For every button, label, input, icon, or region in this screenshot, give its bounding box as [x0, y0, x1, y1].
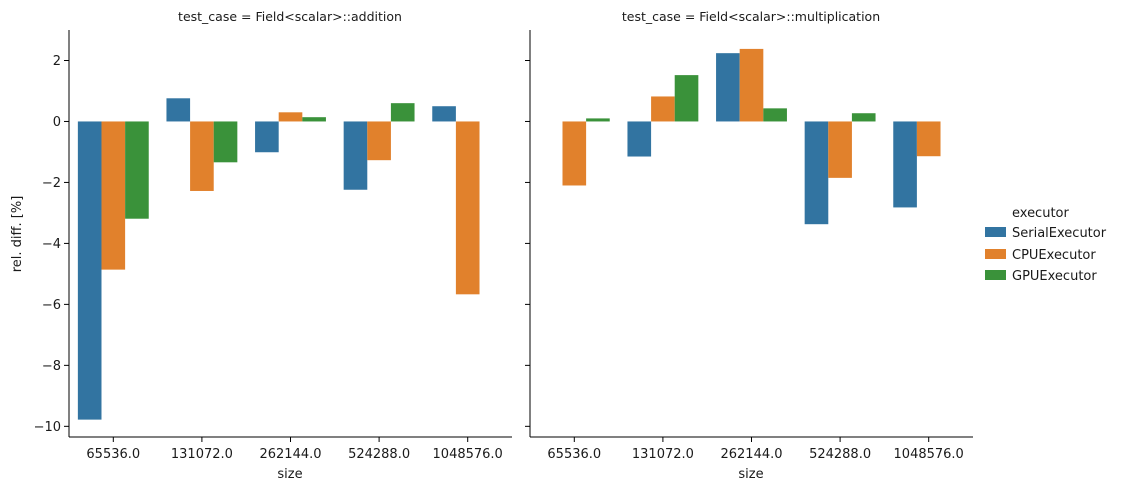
bar-cpu-65536_0 [562, 121, 587, 186]
bar-gpu-131072_0 [213, 121, 238, 163]
bar-serial-524288_0 [804, 121, 829, 225]
legend-item-serial: SerialExecutor [985, 226, 1107, 241]
bar-gpu-131072_0 [674, 75, 699, 122]
x-tick-label: 524288.0 [809, 447, 871, 462]
bar-serial-262144_0 [716, 53, 740, 122]
legend-swatch-serial [985, 227, 1006, 237]
bar-serial-131072_0 [627, 121, 652, 157]
y-tick-label: −8 [42, 359, 61, 374]
legend-label-serial: SerialExecutor [1012, 226, 1107, 241]
panel-addition: test_case = Field<scalar>::addition 20−2… [10, 9, 512, 482]
y-tick-label: −2 [42, 176, 61, 191]
legend-label-cpu: CPUExecutor [1012, 248, 1096, 263]
panel-multiplication: test_case = Field<scalar>::multiplicatio… [525, 9, 973, 482]
bars-addition [77, 98, 480, 420]
bar-cpu-131072_0 [651, 96, 675, 122]
bar-cpu-1048576_0 [455, 121, 480, 295]
bar-gpu-262144_0 [302, 117, 326, 122]
x-tick-label: 131072.0 [632, 447, 694, 462]
x-tick-label: 1048576.0 [433, 447, 503, 462]
bar-cpu-131072_0 [190, 121, 214, 191]
bar-gpu-524288_0 [851, 113, 876, 122]
y-tick-label: −6 [42, 298, 61, 313]
bar-serial-131072_0 [166, 98, 191, 122]
bar-serial-262144_0 [255, 121, 279, 153]
x-axis-title-multiplication: size [738, 467, 763, 482]
bar-cpu-65536_0 [101, 121, 126, 270]
x-tick-label: 524288.0 [348, 447, 410, 462]
y-ticks-multiplication [525, 59, 530, 427]
x-tick-label: 131072.0 [171, 447, 233, 462]
bar-serial-1048576_0 [893, 121, 917, 208]
panel-title-addition: test_case = Field<scalar>::addition [178, 9, 402, 24]
bar-serial-1048576_0 [432, 106, 456, 122]
y-ticks-addition: 2 0 −2 −4 −6 −8 −10 [34, 54, 69, 435]
x-ticks-addition: 65536.0 131072.0 262144.0 524288.0 1048576.0 [86, 437, 503, 462]
y-tick-label: −4 [42, 237, 61, 252]
bar-cpu-524288_0 [367, 121, 391, 161]
legend-title: executor [1012, 206, 1069, 221]
bar-serial-65536_0 [77, 121, 102, 420]
y-tick-label: 2 [53, 54, 61, 69]
x-tick-label: 262144.0 [720, 447, 782, 462]
x-tick-label: 1048576.0 [894, 447, 964, 462]
y-tick-label: −10 [34, 420, 61, 435]
legend-swatch-cpu [985, 249, 1006, 259]
legend: executor SerialExecutor CPUExecutor GPUE… [985, 206, 1107, 284]
bar-cpu-1048576_0 [916, 121, 941, 157]
bar-cpu-262144_0 [739, 48, 764, 122]
panel-title-multiplication: test_case = Field<scalar>::multiplicatio… [622, 9, 880, 24]
legend-item-cpu: CPUExecutor [985, 248, 1096, 263]
y-tick-label: 0 [53, 115, 61, 130]
x-tick-label: 262144.0 [259, 447, 321, 462]
bar-gpu-524288_0 [390, 103, 415, 122]
bars-multiplication [562, 48, 941, 225]
x-tick-label: 65536.0 [547, 447, 601, 462]
legend-label-gpu: GPUExecutor [1012, 269, 1097, 284]
legend-swatch-gpu [985, 270, 1006, 280]
bar-gpu-65536_0 [586, 118, 610, 122]
bar-gpu-262144_0 [763, 108, 787, 122]
x-axis-title-addition: size [277, 467, 302, 482]
bar-gpu-65536_0 [125, 121, 149, 219]
x-tick-label: 65536.0 [86, 447, 140, 462]
bar-cpu-262144_0 [278, 112, 303, 122]
bar-cpu-524288_0 [828, 121, 852, 178]
y-axis-title-addition: rel. diff. [%] [10, 196, 25, 273]
legend-item-gpu: GPUExecutor [985, 269, 1097, 284]
x-ticks-multiplication: 65536.0 131072.0 262144.0 524288.0 1048576.0 [547, 437, 964, 462]
bar-serial-524288_0 [343, 121, 368, 190]
